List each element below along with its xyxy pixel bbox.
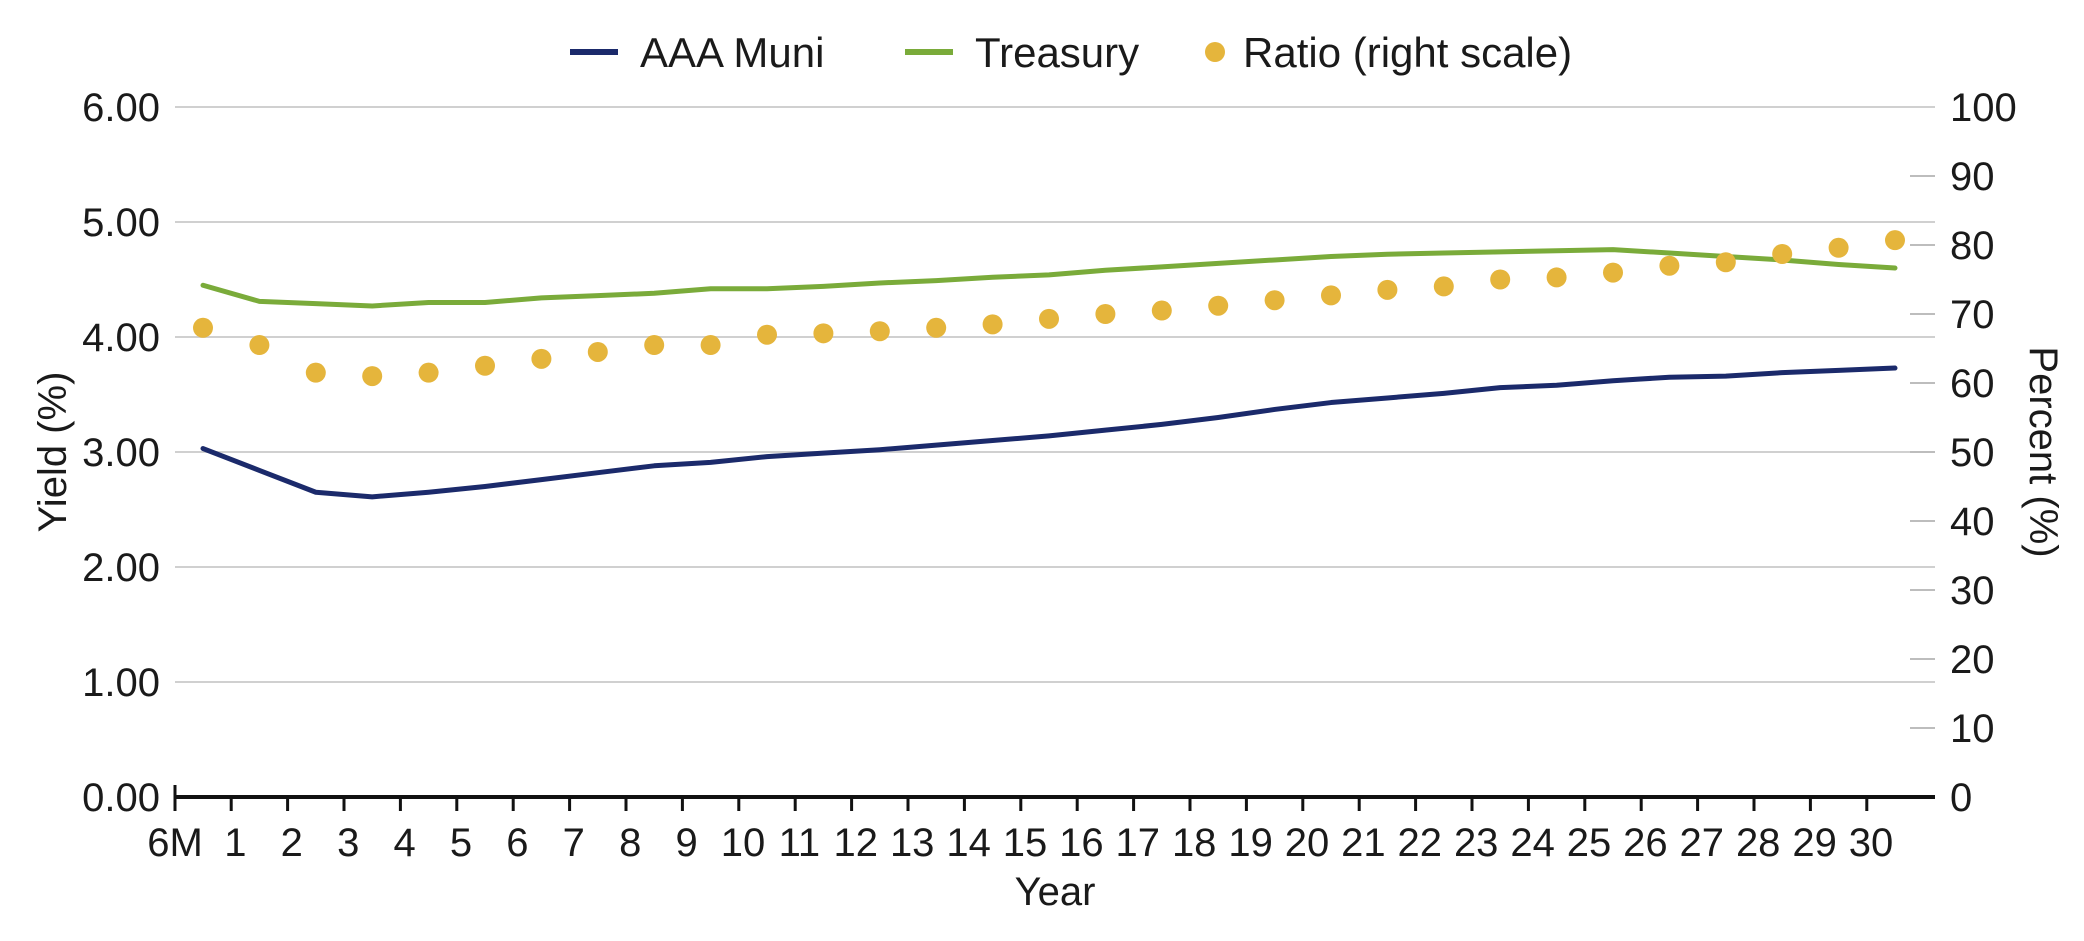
ratio-right-scale-point xyxy=(531,348,552,369)
y-tick-label: 4.00 xyxy=(82,316,160,360)
x-tick-label: 21 xyxy=(1341,821,1386,865)
x-tick-label: 14 xyxy=(946,821,991,865)
legend-label: Ratio (right scale) xyxy=(1243,29,1572,76)
x-tick-label: 24 xyxy=(1510,821,1555,865)
x-tick-label: 6 xyxy=(506,821,528,865)
ratio-right-scale-point xyxy=(587,341,608,362)
x-tick-label: 29 xyxy=(1792,821,1837,865)
ratio-right-scale-point xyxy=(813,323,834,344)
x-tick-label: 9 xyxy=(675,821,697,865)
ratio-right-scale-point xyxy=(1659,255,1680,276)
x-tick-label: 28 xyxy=(1736,821,1781,865)
x-tick-label: 19 xyxy=(1228,821,1273,865)
x-tick-label: 4 xyxy=(393,821,415,865)
y-tick-label: 1.00 xyxy=(82,661,160,705)
x-tick-label: 22 xyxy=(1398,821,1443,865)
y-tick-label: 0.00 xyxy=(82,776,160,820)
ratio-right-scale-point xyxy=(305,362,326,383)
legend-item-ratio-right-scale: Ratio (right scale) xyxy=(1205,29,1572,76)
y2-axis-title: Percent (%) xyxy=(2021,346,2065,557)
x-tick-label: 13 xyxy=(890,821,935,865)
ratio-right-scale-point xyxy=(1546,267,1567,288)
ratio-right-scale-point xyxy=(475,355,495,376)
y2-tick-label: 90 xyxy=(1950,155,1995,199)
legend-label: AAA Muni xyxy=(640,29,824,76)
ratio-right-scale-point xyxy=(644,335,665,356)
ratio-right-scale-point xyxy=(1772,243,1793,264)
x-tick-label: 1 xyxy=(224,821,246,865)
x-tick-label: 25 xyxy=(1567,821,1612,865)
y2-tick-label: 70 xyxy=(1950,293,1995,337)
ratio-right-scale-point xyxy=(1885,230,1905,251)
x-tick-label: 8 xyxy=(619,821,641,865)
x-axis-title: Year xyxy=(1015,870,1096,914)
legend-swatch-ratio-right-scale xyxy=(1205,42,1225,62)
y2-tick-label: 60 xyxy=(1950,362,1995,406)
ratio-right-scale-point xyxy=(1377,279,1398,300)
legend-label: Treasury xyxy=(975,29,1139,76)
ratio-right-scale-point xyxy=(1321,285,1341,306)
ratio-right-scale-point xyxy=(869,321,890,342)
ratio-right-scale-point xyxy=(926,317,947,338)
y-tick-label: 3.00 xyxy=(82,431,160,475)
y2-tick-label: 40 xyxy=(1950,500,1995,544)
ratio-right-scale-point xyxy=(1433,276,1454,297)
y-axis-title: Yield (%) xyxy=(31,372,75,533)
legend: AAA Muni Treasury Ratio (right scale) xyxy=(570,29,1572,76)
ratio-right-scale-point xyxy=(1828,237,1849,258)
ratio-right-scale-point xyxy=(757,324,777,345)
y-tick-label: 6.00 xyxy=(82,86,160,130)
y2-tick-label: 50 xyxy=(1950,431,1995,475)
ratio-right-scale-point xyxy=(1490,269,1511,290)
y2-tick-label: 80 xyxy=(1950,224,1995,268)
x-tick-label: 16 xyxy=(1059,821,1104,865)
ratio-right-scale-point xyxy=(1151,300,1172,321)
y-tick-label: 5.00 xyxy=(82,201,160,245)
series xyxy=(193,230,1905,500)
ratio-right-scale-point xyxy=(1603,262,1623,283)
ratio-right-scale-point xyxy=(982,314,1003,335)
y2-tick-label: 100 xyxy=(1950,86,2017,130)
ratio-right-scale-point xyxy=(249,335,270,356)
x-tick-label: 5 xyxy=(450,821,472,865)
ratio-right-scale-point xyxy=(1715,252,1736,273)
x-tick-label: 17 xyxy=(1116,821,1161,865)
aaa-muni-line xyxy=(200,365,1898,500)
x-tick-label: 10 xyxy=(721,821,766,865)
ratio-right-scale-point xyxy=(1208,295,1229,316)
ratio-right-scale-point xyxy=(193,317,213,338)
x-tick-label: 11 xyxy=(779,821,821,865)
ratio-right-scale-point xyxy=(362,366,383,387)
y-tick-label: 2.00 xyxy=(82,546,160,590)
ratio-right-scale-point xyxy=(1095,304,1116,324)
tick-labels: 0.00 1.00 2.00 3.00 4.00 5.00 6.00 0 10 20 30 40 50 6… xyxy=(82,86,2017,865)
x-tick-label: 2 xyxy=(281,821,303,865)
axes xyxy=(173,175,1935,811)
ratio-right-scale-point xyxy=(1264,290,1285,311)
x-tick-label: 26 xyxy=(1623,821,1668,865)
x-tick-label: 23 xyxy=(1454,821,1499,865)
legend-item-aaa-muni: AAA Muni xyxy=(570,29,824,76)
x-tick-label: 20 xyxy=(1285,821,1330,865)
y2-tick-label: 10 xyxy=(1950,707,1995,751)
x-tick-label: 7 xyxy=(563,821,585,865)
ratio-right-scale-point xyxy=(700,335,721,356)
y2-tick-label: 0 xyxy=(1950,776,1972,820)
x-tick-label: 27 xyxy=(1680,821,1725,865)
ratio-right-scale-point xyxy=(1039,308,1059,329)
y2-tick-label: 30 xyxy=(1950,569,1995,613)
x-tick-label: 15 xyxy=(1003,821,1048,865)
x-tick-label: 30 xyxy=(1849,821,1894,865)
x-tick-label: 6M xyxy=(147,821,203,865)
x-tick-label: 18 xyxy=(1172,821,1217,865)
gridlines xyxy=(175,106,1935,683)
x-tick-label: 3 xyxy=(337,821,359,865)
treasury-line xyxy=(200,247,1898,309)
legend-item-treasury: Treasury xyxy=(905,29,1139,76)
y2-tick-label: 20 xyxy=(1950,638,1995,682)
ratio-right-scale-point xyxy=(418,362,439,383)
x-tick-label: 12 xyxy=(834,821,879,865)
